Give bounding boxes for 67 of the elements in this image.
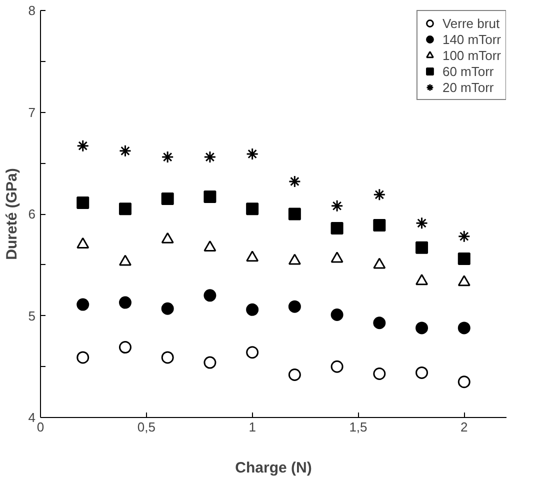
- y-tick-label: 6: [28, 206, 36, 222]
- y-tick-label: 8: [28, 3, 36, 18]
- point: [373, 258, 386, 269]
- point: [458, 275, 470, 286]
- legend-label: 140 mTorr: [442, 31, 501, 47]
- point: [416, 366, 428, 379]
- point: [161, 351, 174, 364]
- x-tick-label: 1,5: [349, 420, 368, 434]
- x-axis-title: Charge (N): [235, 460, 312, 476]
- point: [161, 302, 174, 315]
- point: [373, 316, 386, 330]
- y-tick-label: 4: [28, 410, 36, 425]
- legend-label: 20 mTorr: [442, 79, 494, 95]
- point: [204, 240, 216, 252]
- point: [246, 346, 259, 359]
- point: [246, 202, 259, 216]
- point: [204, 356, 216, 369]
- y-tick-label: 5: [28, 308, 36, 324]
- point: [330, 360, 344, 373]
- y-tick-label: 7: [28, 104, 36, 120]
- point: [161, 150, 174, 164]
- point: [288, 175, 301, 188]
- point: [416, 274, 428, 286]
- point: [416, 241, 428, 254]
- point: [330, 200, 344, 212]
- point: [204, 190, 216, 203]
- point: [161, 232, 174, 244]
- x-tick-label: 0: [36, 420, 44, 434]
- point: [246, 148, 259, 160]
- point: [373, 368, 386, 380]
- point: [458, 252, 470, 266]
- point: [76, 298, 90, 311]
- point: [76, 237, 90, 248]
- point: [246, 250, 259, 262]
- point: [76, 351, 90, 364]
- point: [118, 296, 132, 309]
- point: [330, 222, 344, 234]
- point: [288, 254, 301, 265]
- point: [118, 341, 132, 354]
- point: [458, 230, 470, 243]
- point: [118, 254, 132, 266]
- x-tick-label: 1: [248, 420, 256, 434]
- point: [373, 188, 386, 201]
- point: [118, 144, 132, 158]
- legend-label: 100 mTorr: [442, 47, 501, 63]
- point: [458, 376, 470, 388]
- point: [373, 218, 386, 232]
- point: [288, 368, 301, 382]
- point: [76, 140, 90, 152]
- point: [416, 216, 428, 230]
- point: [416, 322, 428, 334]
- point: [204, 150, 216, 164]
- point: [161, 192, 174, 205]
- x-tick-label: 0,5: [137, 420, 156, 434]
- point: [458, 322, 470, 334]
- legend-label: Verre brut: [442, 15, 500, 31]
- point: [288, 300, 301, 313]
- point: [330, 252, 344, 263]
- point: [330, 308, 344, 321]
- x-tick-label: 2: [460, 420, 468, 434]
- point: [246, 303, 259, 316]
- point: [288, 208, 301, 220]
- legend-label: 60 mTorr: [442, 63, 494, 79]
- y-axis-title: Dureté (GPa): [3, 168, 20, 260]
- point: [76, 196, 90, 210]
- point: [204, 289, 216, 302]
- point: [118, 202, 132, 216]
